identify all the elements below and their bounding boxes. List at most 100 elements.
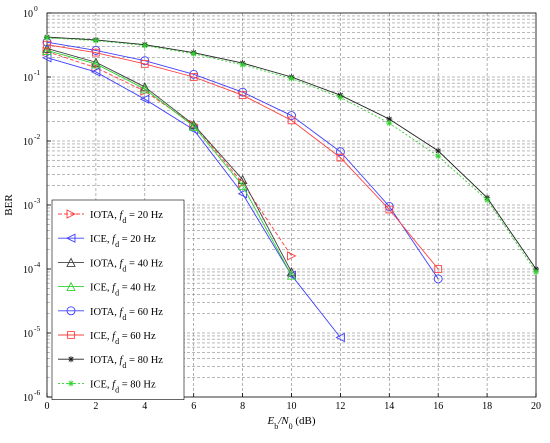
y-tick-label-exp-6: -6 (34, 388, 40, 397)
x-axis-label-sub1: b (274, 422, 278, 431)
series-5-point-5 (287, 116, 296, 125)
y-tick-label-exp-4: -4 (34, 260, 40, 269)
series-5-point-2 (140, 60, 149, 68)
series-7-point-3 (190, 50, 197, 57)
legend-label-6: IOTA, fd = 80 Hz (90, 355, 163, 370)
x-axis-label-unit: (dB) (293, 415, 316, 427)
series-2-point-4 (237, 174, 248, 184)
series-3 (42, 45, 297, 280)
legend-box (51, 199, 185, 400)
x-tick-label-3: 6 (191, 401, 196, 412)
y-tick-label-base-2: 10 (23, 137, 33, 148)
y-tick-label-5: 10 (23, 329, 33, 340)
series-5-point-8 (434, 265, 443, 273)
legend-marker-6 (68, 356, 74, 363)
series-3-point-0 (42, 45, 52, 55)
legend-label-2: IOTA, fd = 40 Hz (90, 258, 163, 273)
x-tick-label-9: 18 (482, 401, 492, 412)
x-tick-label-8: 16 (433, 401, 443, 412)
series-5-point-0 (43, 40, 51, 49)
y-tick-label-base-3: 10 (23, 201, 33, 212)
series-7-point-6 (337, 94, 344, 101)
series-4-point-3 (189, 69, 199, 79)
series-4-point-6 (335, 147, 345, 157)
x-axis-label-main: E (266, 415, 274, 427)
series-3-point-4 (237, 180, 248, 191)
y-tick-label-base-6: 10 (23, 393, 33, 404)
y-tick-label-base-5: 10 (23, 329, 33, 340)
legend-label-3: ICE, fd = 40 Hz (90, 283, 156, 298)
legend-marker-1 (65, 233, 76, 243)
legend-label-4: IOTA, fd = 60 Hz (90, 307, 163, 322)
series-7-point-5 (288, 75, 295, 82)
series-3-point-1 (91, 58, 101, 69)
legend-marker-0 (66, 209, 77, 219)
series-7-point-10 (533, 268, 539, 275)
y-tick-label-2: 10 (23, 137, 33, 148)
x-tick-label-10: 20 (531, 401, 541, 412)
legend-label-1: ICE, fd = 20 Hz (90, 234, 156, 249)
series-2-point-2 (140, 81, 150, 92)
legend-label-0: IOTA, fd = 20 Hz (90, 210, 163, 225)
series-7-point-7 (386, 120, 393, 127)
series-7-point-8 (435, 153, 442, 160)
series-7-point-1 (92, 37, 99, 44)
series-4-point-4 (238, 87, 248, 97)
series-1-point-6 (335, 332, 345, 343)
series-0-point-5 (287, 251, 297, 261)
y-tick-label-exp-0: 0 (34, 4, 38, 13)
x-axis-label-slash: /N (277, 415, 289, 427)
x-axis-label-sub2: 0 (289, 422, 293, 431)
x-tick-label-5: 10 (287, 401, 297, 412)
x-tick-label-7: 14 (384, 401, 394, 412)
series-6-point-8 (435, 147, 442, 154)
y-tick-label-base-1: 10 (23, 73, 33, 84)
series-5 (43, 40, 443, 273)
series-3-point-3 (188, 121, 199, 131)
series-5-point-7 (385, 205, 394, 214)
series-1-point-1 (90, 67, 101, 77)
y-tick-label-0: 10 (23, 9, 33, 20)
legend-marker-4 (66, 306, 76, 316)
y-tick-label-exp-3: -3 (34, 196, 40, 205)
y-tick-label-base-0: 10 (23, 9, 33, 20)
series-4-point-1 (91, 45, 101, 55)
series-7-point-2 (141, 42, 148, 49)
series-4-point-8 (433, 274, 443, 284)
series-5-point-6 (336, 153, 345, 162)
series-1-point-0 (41, 53, 52, 63)
y-tick-label-exp-2: -2 (34, 132, 40, 141)
y-tick-label-exp-1: -1 (34, 68, 40, 77)
legend: IOTA, fd = 20 Hz ICE, fd = 20 Hz IOTA, fd … (51, 199, 185, 400)
y-axis-label: BER (3, 194, 15, 216)
series-6-point-7 (386, 116, 393, 123)
series-line-2 (46, 47, 292, 273)
x-tick-label-6: 12 (335, 401, 345, 412)
series-4-point-2 (140, 56, 150, 66)
series-line-5 (46, 44, 439, 270)
series-1-point-2 (139, 94, 150, 104)
series-7-point-0 (44, 34, 50, 41)
series-4-point-5 (287, 111, 296, 120)
series-7-point-9 (484, 196, 491, 203)
ticks-layer: 0 2 4 6 8 10 12 14 16 18 2010010-110-210-310-410-5… (23, 4, 541, 412)
y-tick-label-6: 10 (23, 393, 33, 404)
y-tick-label-1: 10 (23, 73, 33, 84)
series-layer (41, 34, 539, 343)
y-tick-label-4: 10 (23, 265, 33, 276)
y-tick-label-exp-5: -5 (34, 324, 40, 333)
x-axis-label: Eb/N0 (dB) (266, 415, 315, 431)
series-2-point-1 (91, 57, 101, 67)
legend-label-5: ICE, fd = 60 Hz (90, 331, 156, 346)
series-3-point-5 (286, 270, 297, 280)
x-tick-label-2: 4 (142, 401, 147, 412)
legend-label-7: ICE, fd = 80 Hz (90, 379, 156, 394)
series-line-3 (46, 50, 292, 276)
y-tick-label-3: 10 (23, 201, 33, 212)
series-7-point-4 (239, 61, 246, 68)
series-5-point-1 (92, 48, 100, 57)
x-tick-label-0: 0 (45, 401, 50, 412)
series-7 (44, 34, 539, 275)
